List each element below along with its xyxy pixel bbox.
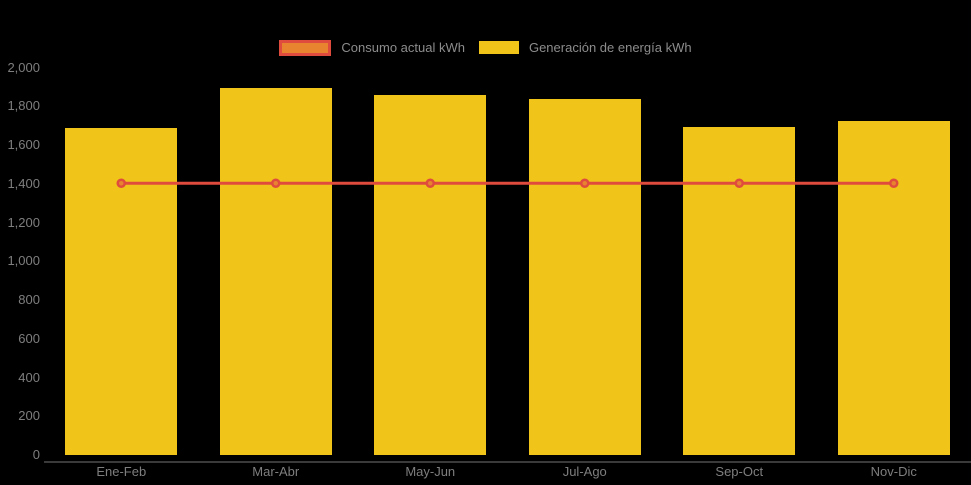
y-tick-label: 1,400 bbox=[7, 175, 40, 191]
line-marker-sep-oct[interactable] bbox=[734, 178, 744, 188]
x-tick-label: Sep-Oct bbox=[715, 464, 764, 479]
y-tick-label: 1,000 bbox=[7, 253, 40, 269]
y-tick-label: 800 bbox=[18, 292, 40, 307]
x-axis-line bbox=[44, 461, 971, 463]
line-marker-jul-ago[interactable] bbox=[580, 178, 590, 188]
x-tick-label: May-Jun bbox=[405, 464, 456, 479]
x-tick-label: Nov-Dic bbox=[870, 464, 917, 479]
x-axis: Ene-Feb Mar-Abr May-Jun Jul-Ago Sep-Oct Nov-D… bbox=[0, 464, 971, 484]
bar-sep-oct[interactable] bbox=[683, 127, 796, 455]
line-marker-nov-dic[interactable] bbox=[889, 178, 899, 188]
y-tick-label: 1,600 bbox=[7, 137, 40, 152]
x-tick-label: Ene-Feb bbox=[96, 464, 147, 479]
line-marker-mar-abr[interactable] bbox=[271, 178, 281, 188]
y-tick-label: 400 bbox=[18, 369, 40, 385]
x-tick-label: Mar-Abr bbox=[252, 464, 300, 479]
legend-line-swatch-icon bbox=[279, 39, 332, 56]
legend-label-generacion: Generación de energía kWh bbox=[528, 40, 692, 55]
legend-label-consumo: Consumo actual kWh bbox=[341, 40, 465, 55]
legend-item-generacion[interactable]: Generación de energía kWh bbox=[478, 39, 692, 56]
bar-may-jun[interactable] bbox=[374, 95, 487, 455]
y-tick-label: 0 bbox=[32, 447, 40, 462]
y-tick-label: 200 bbox=[18, 408, 40, 424]
legend-bar-swatch-icon bbox=[478, 41, 519, 54]
bar-nov-dic[interactable] bbox=[837, 121, 950, 455]
line-marker-may-jun[interactable] bbox=[425, 178, 435, 188]
y-tick-label: 600 bbox=[18, 330, 40, 346]
y-tick-label: 2,000 bbox=[7, 59, 40, 75]
legend-item-consumo[interactable]: Consumo actual kWh bbox=[279, 39, 465, 56]
y-tick-label: 1,200 bbox=[7, 214, 40, 230]
y-tick-label: 1,800 bbox=[7, 98, 40, 114]
line-marker-ene-feb[interactable] bbox=[116, 178, 126, 188]
bar-jul-ago[interactable] bbox=[528, 98, 641, 455]
y-axis: 0 200 400 600 800 1,000 1,200 1,400 1,600 1,800 2,… bbox=[0, 0, 40, 485]
x-tick-label: Jul-Ago bbox=[562, 464, 607, 479]
bar-ene-feb[interactable] bbox=[65, 128, 178, 455]
legend: Consumo actual kWh Generación de energía… bbox=[0, 39, 971, 56]
bar-mar-abr[interactable] bbox=[219, 88, 332, 455]
